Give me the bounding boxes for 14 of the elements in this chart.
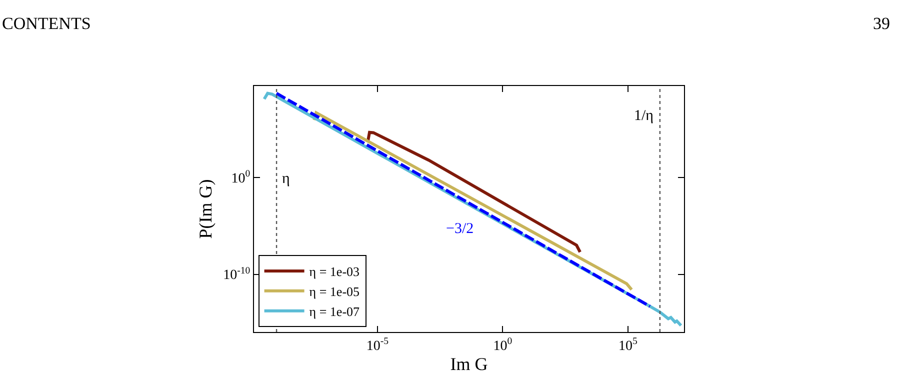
legend-label: η = 1e-07 — [309, 304, 360, 319]
x-axis-title: Im G — [450, 354, 488, 374]
text: CONTENTS — [2, 14, 91, 33]
x-tick-label: 10$^{0}$ — [493, 336, 512, 354]
y-tick-label: 10$^{-10}$ — [223, 265, 250, 284]
y-axis-title: P(Im G) — [195, 179, 216, 239]
x-tick-label: 10$^{5}$ — [618, 336, 638, 354]
annotation: −3/2 — [446, 221, 474, 237]
x-tick-label: 10$^{-5}$ — [366, 336, 389, 354]
legend-label: η = 1e-03 — [309, 264, 360, 280]
ref-line-label: 1/η — [634, 108, 654, 124]
ref-line-label: η — [282, 171, 290, 187]
text: 39 — [873, 14, 890, 33]
legend-label: η = 1e-05 — [309, 284, 360, 299]
